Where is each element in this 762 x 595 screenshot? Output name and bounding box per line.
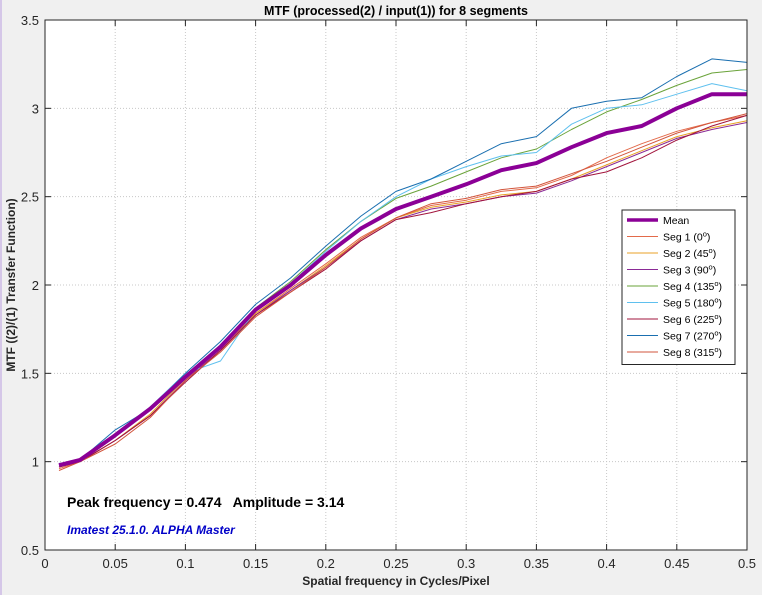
x-tick-label: 0.15 bbox=[243, 556, 268, 571]
series-line-seg-8-315 bbox=[58, 113, 748, 471]
x-tick-label: 0.4 bbox=[598, 556, 616, 571]
x-tick-label: 0.2 bbox=[317, 556, 335, 571]
x-tick-label: 0.3 bbox=[457, 556, 475, 571]
legend-entry: Seg 1 (0o) bbox=[663, 230, 710, 244]
series-line-mean bbox=[58, 92, 747, 468]
y-tick-label: 1 bbox=[32, 455, 39, 470]
legend-box bbox=[621, 209, 736, 365]
y-tick-label: 2 bbox=[32, 278, 39, 293]
x-tick-label: 0.35 bbox=[524, 556, 549, 571]
legend: Mean Seg 1 (0o) Seg 2 (45o) Seg 3 (90o) Seg … bbox=[621, 209, 736, 365]
x-tick-label: 0.5 bbox=[738, 556, 756, 571]
y-tick-label: 1.5 bbox=[21, 366, 39, 381]
legend-entry: Seg 8 (315o) bbox=[663, 345, 722, 359]
legend-entry: Seg 7 (270o) bbox=[663, 329, 722, 343]
y-tick-label: 3 bbox=[32, 101, 39, 116]
x-tick-label: 0.25 bbox=[383, 556, 408, 571]
legend-entry: Seg 5 (180o) bbox=[663, 296, 722, 310]
x-tick-label: 0.45 bbox=[664, 556, 689, 571]
legend-entry: Seg 3 (90o) bbox=[663, 263, 716, 277]
y-tick-label: 0.5 bbox=[21, 543, 39, 558]
y-axis-label: MTF ((2)/(1) Transfer Function) bbox=[4, 198, 18, 371]
legend-entry: Seg 4 (135o) bbox=[663, 279, 722, 293]
chart-title: MTF (processed(2) / input(1)) for 8 segm… bbox=[264, 4, 528, 18]
series-lines bbox=[58, 58, 748, 471]
software-version-text: Imatest 25.1.0. ALPHA Master bbox=[67, 523, 236, 537]
axis-ticks: 0 0.05 0.1 0.15 0.2 0.25 0.3 0.35 0.4 0.45 0.5 0.5 1… bbox=[21, 13, 756, 571]
x-tick-label: 0.1 bbox=[176, 556, 194, 571]
legend-entry: Seg 6 (225o) bbox=[663, 312, 722, 326]
x-axis-label: Spatial frequency in Cycles/Pixel bbox=[302, 574, 489, 588]
x-tick-label: 0 bbox=[41, 556, 48, 571]
peak-frequency-text: Peak frequency = 0.474 Amplitude = 3.14 bbox=[67, 494, 344, 510]
legend-entry: Mean bbox=[663, 215, 689, 227]
y-tick-label: 2.5 bbox=[21, 190, 39, 205]
y-tick-label: 3.5 bbox=[21, 13, 39, 28]
x-tick-label: 0.05 bbox=[103, 556, 128, 571]
legend-entry: Seg 2 (45o) bbox=[663, 246, 716, 260]
